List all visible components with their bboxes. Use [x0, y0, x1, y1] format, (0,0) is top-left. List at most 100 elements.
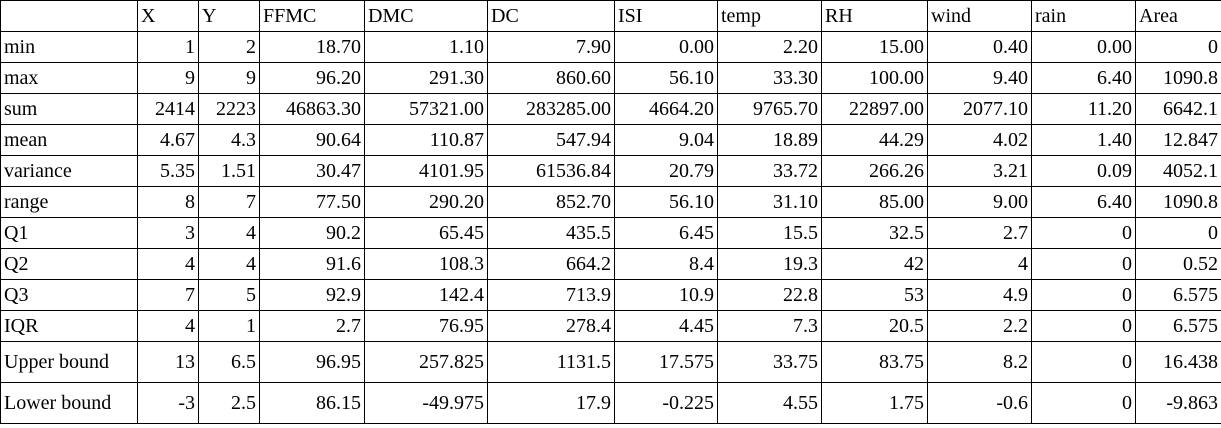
table-cell: 0 — [1031, 279, 1136, 311]
table-cell: 278.4 — [487, 310, 615, 342]
table-body: min 1 2 18.70 1.10 7.90 0.00 2.20 15.00 0.40 0.00 0… — [0, 31, 1221, 424]
table-cell: 22.8 — [717, 279, 822, 311]
table-cell: 547.94 — [487, 124, 615, 156]
table-cell: 257.825 — [364, 341, 488, 383]
table-cell: 435.5 — [487, 217, 615, 249]
row-label: Lower bound — [0, 382, 138, 424]
table-cell: -3 — [137, 382, 199, 424]
table-cell: 290.20 — [364, 186, 488, 218]
table-cell: 9765.70 — [717, 93, 822, 125]
table-cell: 56.10 — [614, 186, 718, 218]
table-cell: 18.89 — [717, 124, 822, 156]
row-label: max — [0, 62, 138, 94]
table-cell: 13 — [137, 341, 199, 383]
table-cell: 7 — [198, 186, 260, 218]
column-header: wind — [927, 0, 1032, 32]
table-cell: 96.20 — [259, 62, 365, 94]
row-label: mean — [0, 124, 138, 156]
table-cell: 20.79 — [614, 155, 718, 187]
table-cell: 0 — [1135, 217, 1221, 249]
table-cell: 4.9 — [927, 279, 1032, 311]
table-cell: 30.47 — [259, 155, 365, 187]
table-cell: -49.975 — [364, 382, 488, 424]
table-cell: 6.45 — [614, 217, 718, 249]
table-cell: 0.00 — [614, 31, 718, 63]
table-cell: 2.7 — [927, 217, 1032, 249]
table-cell: 32.5 — [821, 217, 928, 249]
table-cell: 2.5 — [198, 382, 260, 424]
table-cell: 85.00 — [821, 186, 928, 218]
header-row: X Y FFMC DMC DC ISI temp RH wind rain Area — [0, 0, 1221, 32]
table-cell: 22897.00 — [821, 93, 928, 125]
table-cell: 15.00 — [821, 31, 928, 63]
column-header: ISI — [614, 0, 718, 32]
table-row: sum 2414 2223 46863.30 57321.00 283285.00 4664… — [0, 93, 1221, 125]
table-cell: 6642.1 — [1135, 93, 1221, 125]
table-cell: 9.04 — [614, 124, 718, 156]
column-header: Y — [198, 0, 260, 32]
table-cell: 0.52 — [1135, 248, 1221, 280]
table-cell: 42 — [821, 248, 928, 280]
table-cell: 83.75 — [821, 341, 928, 383]
table-cell: 291.30 — [364, 62, 488, 94]
table-row: min 1 2 18.70 1.10 7.90 0.00 2.20 15.00 0.40 0.00 0 — [0, 31, 1221, 63]
table-cell: -0.6 — [927, 382, 1032, 424]
table-cell: 283285.00 — [487, 93, 615, 125]
table-cell: 5 — [198, 279, 260, 311]
table-cell: 1.40 — [1031, 124, 1136, 156]
table-cell: 20.5 — [821, 310, 928, 342]
table-cell: 0 — [1031, 310, 1136, 342]
table-cell: 33.72 — [717, 155, 822, 187]
table-cell: 10.9 — [614, 279, 718, 311]
table-cell: 86.15 — [259, 382, 365, 424]
row-label: Q3 — [0, 279, 138, 311]
table-cell: 17.575 — [614, 341, 718, 383]
row-label: Upper bound — [0, 341, 138, 383]
table-cell: 100.00 — [821, 62, 928, 94]
table-cell: 0 — [1031, 217, 1136, 249]
table-cell: 9.00 — [927, 186, 1032, 218]
table-cell: 1090.8 — [1135, 62, 1221, 94]
table-cell: 19.3 — [717, 248, 822, 280]
table-cell: 713.9 — [487, 279, 615, 311]
header-corner-cell — [0, 0, 138, 32]
table-cell: 12.847 — [1135, 124, 1221, 156]
table-cell: 56.10 — [614, 62, 718, 94]
table-cell: 4052.1 — [1135, 155, 1221, 187]
table-cell: 4101.95 — [364, 155, 488, 187]
column-header: FFMC — [259, 0, 365, 32]
table-cell: 1131.5 — [487, 341, 615, 383]
row-label: sum — [0, 93, 138, 125]
table-cell: 7.3 — [717, 310, 822, 342]
table-cell: 1 — [137, 31, 199, 63]
table-cell: 8.2 — [927, 341, 1032, 383]
table-cell: 4.55 — [717, 382, 822, 424]
table-cell: 4 — [198, 248, 260, 280]
table-cell: 1.75 — [821, 382, 928, 424]
table-cell: 0 — [1031, 341, 1136, 383]
table-row: mean 4.67 4.3 90.64 110.87 547.94 9.04 18.89 44.… — [0, 124, 1221, 156]
table-cell: 17.9 — [487, 382, 615, 424]
table-cell: 852.70 — [487, 186, 615, 218]
table-cell: 2 — [198, 31, 260, 63]
row-label: Q2 — [0, 248, 138, 280]
table-cell: -0.225 — [614, 382, 718, 424]
table-cell: 0.00 — [1031, 31, 1136, 63]
table-cell: 77.50 — [259, 186, 365, 218]
table-cell: 0 — [1031, 382, 1136, 424]
table-cell: 90.2 — [259, 217, 365, 249]
table-row: max 9 9 96.20 291.30 860.60 56.10 33.30 100.00 9.… — [0, 62, 1221, 94]
table-cell: 7.90 — [487, 31, 615, 63]
table-cell: 142.4 — [364, 279, 488, 311]
table-row: Upper bound 13 6.5 96.95 257.825 1131.5 17.575… — [0, 341, 1221, 383]
table-row: IQR 4 1 2.7 76.95 278.4 4.45 7.3 20.5 2.2 0 6.575 — [0, 310, 1221, 342]
table-cell: 6.5 — [198, 341, 260, 383]
table-cell: 16.438 — [1135, 341, 1221, 383]
table-cell: 6.575 — [1135, 279, 1221, 311]
table-cell: 1.10 — [364, 31, 488, 63]
table-cell: 18.70 — [259, 31, 365, 63]
table-cell: 65.45 — [364, 217, 488, 249]
table-cell: 266.26 — [821, 155, 928, 187]
table-cell: 664.2 — [487, 248, 615, 280]
